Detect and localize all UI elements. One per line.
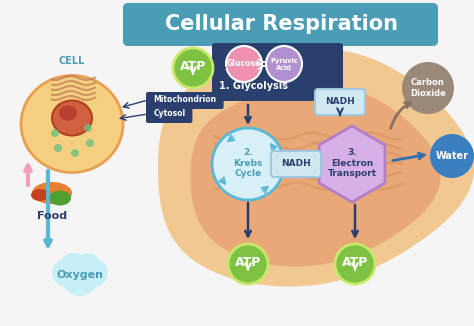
Circle shape: [62, 260, 98, 296]
FancyBboxPatch shape: [212, 43, 343, 101]
Circle shape: [300, 160, 308, 168]
Text: Pyruvic
Acid: Pyruvic Acid: [270, 58, 298, 71]
Text: Mitochondrion: Mitochondrion: [153, 96, 216, 105]
Ellipse shape: [59, 106, 77, 121]
Circle shape: [266, 46, 302, 82]
Text: CELL: CELL: [59, 56, 85, 66]
Circle shape: [173, 48, 213, 88]
FancyBboxPatch shape: [123, 3, 438, 46]
Circle shape: [284, 160, 292, 168]
FancyBboxPatch shape: [146, 106, 192, 123]
Text: NADH: NADH: [325, 97, 355, 107]
Ellipse shape: [32, 182, 72, 204]
Text: 2.
Krebs
Cycle: 2. Krebs Cycle: [233, 148, 263, 178]
Text: ATP: ATP: [342, 256, 368, 269]
Circle shape: [430, 134, 474, 178]
Text: NADH: NADH: [281, 159, 311, 169]
Text: Oxygen: Oxygen: [56, 270, 103, 280]
Text: ATP: ATP: [180, 60, 206, 72]
Circle shape: [51, 129, 59, 137]
Circle shape: [71, 149, 79, 157]
Ellipse shape: [52, 100, 92, 136]
Circle shape: [228, 244, 268, 284]
Text: ATP: ATP: [235, 256, 261, 269]
Circle shape: [52, 259, 80, 287]
Circle shape: [75, 253, 101, 279]
Circle shape: [60, 253, 86, 279]
Circle shape: [226, 46, 262, 82]
FancyBboxPatch shape: [271, 151, 321, 177]
Polygon shape: [158, 50, 474, 287]
Circle shape: [80, 259, 108, 287]
Text: Cellular Respiration: Cellular Respiration: [165, 14, 399, 34]
Text: Glucose: Glucose: [227, 60, 261, 68]
FancyBboxPatch shape: [315, 89, 365, 115]
Circle shape: [335, 244, 375, 284]
Circle shape: [292, 160, 300, 168]
Circle shape: [402, 62, 454, 114]
FancyBboxPatch shape: [146, 92, 224, 109]
Ellipse shape: [31, 189, 49, 201]
Circle shape: [212, 128, 284, 200]
Circle shape: [54, 144, 62, 152]
Polygon shape: [319, 126, 385, 202]
Text: 3.
Electron
Transport: 3. Electron Transport: [328, 148, 376, 178]
Circle shape: [86, 139, 94, 147]
Text: 1. Glycolysis: 1. Glycolysis: [219, 81, 289, 91]
Circle shape: [84, 124, 92, 132]
Ellipse shape: [49, 190, 71, 205]
Ellipse shape: [21, 76, 123, 172]
Text: Food: Food: [37, 211, 67, 221]
Text: Carbon
Dioxide: Carbon Dioxide: [410, 78, 446, 98]
Text: Cytosol: Cytosol: [153, 110, 185, 118]
Text: Water: Water: [436, 151, 468, 161]
Polygon shape: [191, 85, 440, 266]
